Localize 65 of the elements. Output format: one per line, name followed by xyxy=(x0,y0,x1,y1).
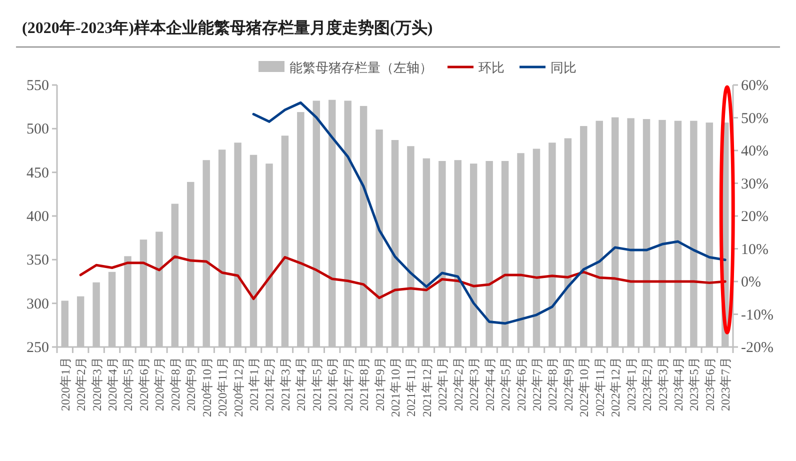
x-tick-label: 2021年2月 xyxy=(262,357,277,411)
y2-tick-label: 20% xyxy=(741,209,768,225)
y2-tick-label: -10% xyxy=(741,307,774,324)
x-tick-label: 2020年2月 xyxy=(74,357,88,411)
line-series xyxy=(79,255,726,300)
x-tick-label: 2023年7月 xyxy=(718,357,733,411)
y2-tick-label: 60% xyxy=(741,78,768,94)
x-tick-label: 2020年7月 xyxy=(152,357,167,411)
x-tick-label: 2020年11月 xyxy=(216,357,230,417)
x-tick-label: 2020年4月 xyxy=(106,357,120,411)
x-tick-label: 2020年9月 xyxy=(184,357,198,411)
x-tick-label: 2020年8月 xyxy=(168,357,182,411)
y-tick-label: 450 xyxy=(26,165,49,182)
y-tick-label: 400 xyxy=(26,209,49,225)
y-tick-label: 300 xyxy=(26,296,49,312)
x-tick-label: 2023年6月 xyxy=(702,357,717,411)
x-tick-label: 2021年10月 xyxy=(388,357,402,417)
y2-tick-label: 10% xyxy=(741,242,768,258)
y-tick-label: 500 xyxy=(26,122,49,138)
x-tick-label: 2022年5月 xyxy=(498,357,513,411)
x-tick-label: 2022年12月 xyxy=(608,357,623,417)
x-tick-label: 2023年3月 xyxy=(656,357,670,411)
legend-label: 同比 xyxy=(550,60,576,75)
x-tick-label: 2022年7月 xyxy=(530,357,544,411)
x-tick-label: 2022年2月 xyxy=(451,357,466,411)
y2-tick-label: -20% xyxy=(741,340,774,356)
x-tick-label: 2021年11月 xyxy=(404,357,418,417)
x-tick-label: 2021年6月 xyxy=(326,357,340,411)
x-tick-label: 2021年9月 xyxy=(372,357,387,411)
x-tick-label: 2022年9月 xyxy=(561,357,576,411)
x-tick-label: 2023年4月 xyxy=(671,357,686,411)
legend-label: 能繁母猪存栏量（左轴） xyxy=(290,60,432,75)
x-tick-label: 2021年1月 xyxy=(247,357,262,411)
x-tick-label: 2021年5月 xyxy=(310,357,324,411)
x-tick-label: 2022年11月 xyxy=(592,357,607,417)
chart-title: (2020年-2023年)样本企业能繁母猪存栏量月度走势图(万头) xyxy=(22,18,433,37)
x-tick-label: 2021年4月 xyxy=(294,357,308,411)
y-tick-label: 550 xyxy=(26,78,49,94)
x-tick-label: 2022年8月 xyxy=(546,357,560,411)
x-tick-label: 2021年7月 xyxy=(341,357,356,411)
x-tick-label: 2022年3月 xyxy=(467,357,482,411)
x-tick-label: 2021年8月 xyxy=(357,357,372,411)
x-tick-label: 2022年4月 xyxy=(482,357,497,411)
x-tick-label: 2020年6月 xyxy=(136,357,151,411)
x-tick-label: 2023年2月 xyxy=(640,357,654,411)
y2-tick-label: 0% xyxy=(741,274,761,290)
x-tick-label: 2020年3月 xyxy=(90,357,104,411)
legend-label: 环比 xyxy=(478,60,504,75)
x-tick-label: 2020年12月 xyxy=(231,357,246,417)
x-tick-label: 2023年1月 xyxy=(624,357,638,411)
y-tick-label: 350 xyxy=(26,252,49,269)
x-tick-label: 2020年1月 xyxy=(58,357,72,411)
y-tick-label: 250 xyxy=(26,340,49,356)
y2-tick-label: 50% xyxy=(741,110,768,127)
y2-tick-label: 30% xyxy=(741,176,768,192)
x-tick-label: 2020年10月 xyxy=(200,357,214,417)
x-tick-label: 2022年1月 xyxy=(436,357,450,411)
x-tick-label: 2023年5月 xyxy=(687,357,702,411)
x-tick-label: 2021年12月 xyxy=(420,357,434,417)
x-tick-label: 2022年6月 xyxy=(514,357,528,411)
line-series xyxy=(252,101,726,325)
x-tick-label: 2021年3月 xyxy=(278,357,292,411)
y2-tick-label: 40% xyxy=(741,144,768,160)
x-tick-label: 2020年5月 xyxy=(121,357,136,411)
x-tick-label: 2022年10月 xyxy=(577,357,592,417)
